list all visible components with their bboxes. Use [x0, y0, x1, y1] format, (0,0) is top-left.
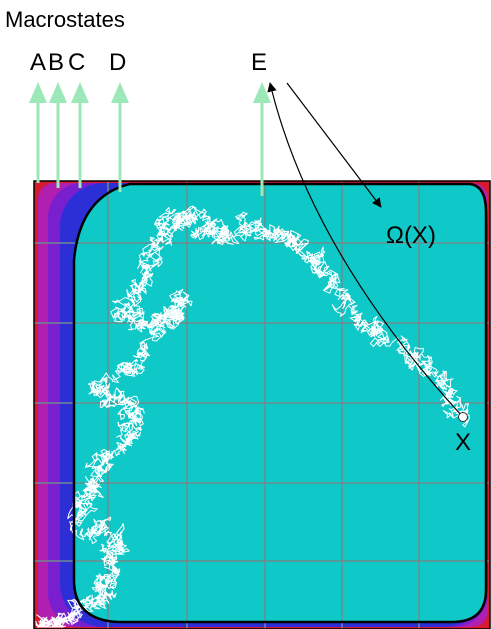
random-walk-segment: [154, 207, 196, 238]
point-x-marker: [458, 412, 468, 422]
random-walk-segment: [87, 379, 145, 420]
macrostate-label-a: A: [30, 49, 46, 76]
random-walk-segment: [248, 217, 297, 248]
title: Macrostates: [5, 7, 125, 32]
random-walk-segment: [85, 573, 120, 606]
macrostate-regions: [34, 181, 490, 629]
omega-label: Ω(X): [386, 222, 436, 249]
random-walk-segment: [353, 315, 411, 355]
random-walk-segment: [211, 211, 258, 246]
random-walk-segment: [398, 347, 454, 388]
random-walk-segment: [84, 443, 127, 493]
random-walk-segment: [116, 403, 144, 449]
point-x-label: X: [455, 429, 471, 456]
x-to-e-curved-arrow: [267, 82, 463, 417]
random-walk-segment: [59, 595, 107, 626]
random-walk-segment: [67, 477, 104, 522]
random-walk-segment: [182, 205, 227, 243]
macrostate-arrows: [29, 82, 271, 196]
region-e-outline: [72, 182, 488, 624]
up-arrow-b-icon: [49, 82, 67, 188]
random-walk-segment: [69, 510, 125, 552]
random-walk-segment: [88, 353, 149, 399]
random-walk-segment: [132, 291, 193, 359]
up-arrow-e-icon: [253, 82, 271, 196]
macrostate-label-c: C: [68, 49, 85, 76]
random-walk-segment: [309, 264, 363, 326]
random-walk-segment: [435, 374, 470, 428]
random-walk-segment: [99, 538, 130, 588]
macrostate-label-d: D: [109, 49, 126, 76]
random-walk-segment: [156, 288, 186, 330]
macrostate-label-e: E: [251, 49, 267, 76]
random-walk-segment: [110, 264, 154, 323]
random-walk-segment: [35, 612, 68, 628]
macrostate-label-b: B: [48, 49, 64, 76]
random-walk-trajectory: [35, 205, 470, 628]
e-to-omega-arrow: [286, 82, 382, 208]
up-arrow-d-icon: [111, 82, 129, 192]
up-arrow-a-icon: [29, 82, 47, 183]
up-arrow-c-icon: [71, 82, 89, 188]
